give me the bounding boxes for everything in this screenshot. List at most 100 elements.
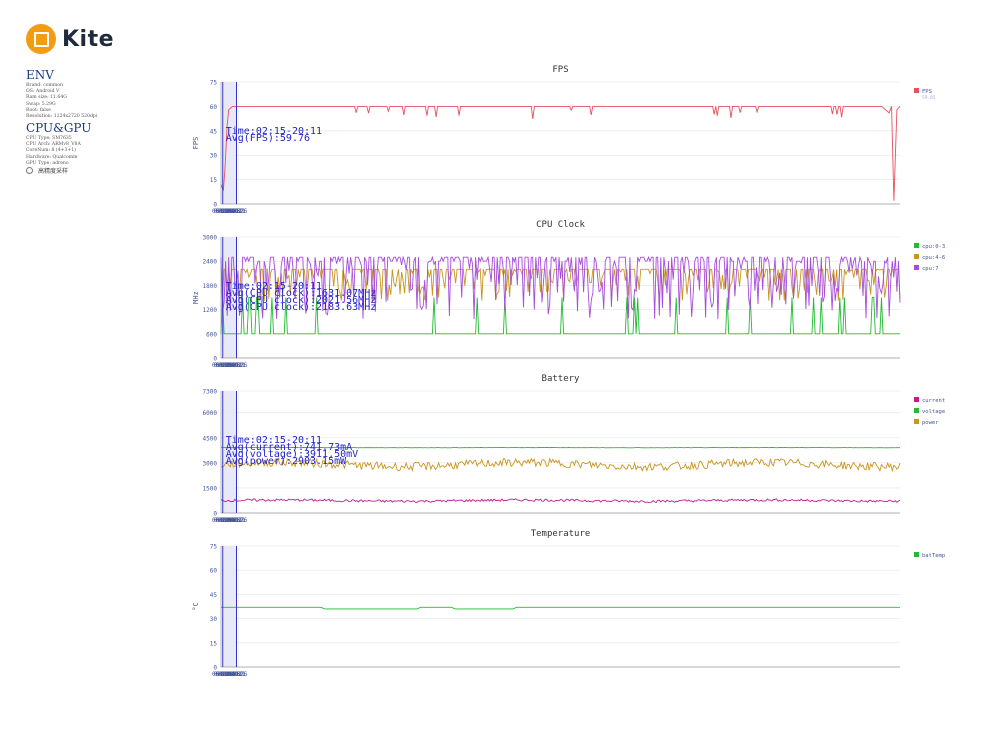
cpugpu-section: CPU&GPU CPU Type: SM7635 CPU Arch: ARMv8… xyxy=(26,121,91,167)
x-tick-label: 11:13 xyxy=(221,671,239,678)
legend-label[interactable]: voltage xyxy=(922,409,945,415)
annotation-text: Time:02:15-20:11 xyxy=(226,126,322,137)
y-tick-label: 3000 xyxy=(203,235,218,242)
x-tick-label: 06:44 xyxy=(217,362,235,369)
x-tick-label: 08:58 xyxy=(219,208,237,215)
high-precision-option[interactable]: 高精度采样 xyxy=(26,166,68,175)
legend-label[interactable]: FPS xyxy=(922,89,932,95)
env-os: OS: Android V xyxy=(26,89,60,95)
y-axis-label: °C xyxy=(192,602,200,610)
y-tick-label: 45 xyxy=(210,128,218,135)
chart-0: FPS 0 15 30 45 60 75 00:0002:1504:2906:4408:581… xyxy=(192,65,936,215)
x-tick-label: 00:00 xyxy=(212,517,230,524)
y-tick-label: 7300 xyxy=(203,389,218,396)
y-tick-label: 600 xyxy=(206,331,217,338)
y-tick-label: 45 xyxy=(210,592,218,599)
y-tick-label: 60 xyxy=(210,568,218,575)
x-tick-label: 02:15 xyxy=(214,517,232,524)
y-tick-label: 0 xyxy=(213,356,217,363)
legend-swatch[interactable] xyxy=(914,243,919,248)
legend-swatch[interactable] xyxy=(914,419,919,424)
brand-name: Kite xyxy=(62,26,115,52)
legend-label[interactable]: cpu:7 xyxy=(922,266,939,272)
x-tick-label: 13:28 xyxy=(222,671,240,678)
x-tick-label: 04:29 xyxy=(215,671,233,678)
x-tick-label: 17:57 xyxy=(226,517,244,524)
y-axis-label: FPS xyxy=(192,137,200,150)
annotation-text: Time:02:15-20:11 xyxy=(226,281,322,292)
x-tick-label: 15:42 xyxy=(224,362,242,369)
cpu-arch: CPU Arch: ARMv8_V8A xyxy=(26,142,81,148)
x-tick-label: 20:11 xyxy=(227,208,245,215)
y-tick-label: 6000 xyxy=(203,410,218,417)
y-tick-label: 0 xyxy=(213,511,217,518)
series-cpu-7 xyxy=(220,255,901,320)
x-tick-label: 22:26 xyxy=(229,671,247,678)
x-tick-label: 22:26 xyxy=(229,208,247,215)
gpu-type: GPU Type: adreno xyxy=(26,160,69,166)
x-tick-label: 15:42 xyxy=(224,517,242,524)
env-root: Root: false xyxy=(26,107,51,113)
x-tick-label: 15:42 xyxy=(224,671,242,678)
x-tick-label: 02:15 xyxy=(214,362,232,369)
x-tick-label: 02:15 xyxy=(214,671,232,678)
x-tick-label: 08:58 xyxy=(219,362,237,369)
y-axis-label: MHz xyxy=(192,291,200,304)
env-brand: Brand: common xyxy=(26,83,63,88)
x-tick-label: 06:44 xyxy=(217,671,235,678)
x-tick-label: 06:44 xyxy=(217,208,235,215)
x-tick-label: 15:42 xyxy=(224,208,242,215)
legend-swatch[interactable] xyxy=(914,408,919,413)
y-tick-label: 15 xyxy=(210,177,218,184)
legend-label[interactable]: batTemp xyxy=(922,553,945,559)
chart-1: CPU Clock 0 600 1200 1800 2400 3000 00:0002:150… xyxy=(192,220,945,369)
x-tick-label: 11:13 xyxy=(221,208,239,215)
env-swap: Swap: 5.29G xyxy=(26,101,56,107)
chart-title: Battery xyxy=(542,374,581,384)
series-fps xyxy=(220,105,901,201)
legend-label[interactable]: current xyxy=(922,398,945,404)
legend-label[interactable]: power xyxy=(922,420,939,426)
annotation-text: Avg(CPU clock):1631.07MHz xyxy=(226,288,377,299)
chart-3: Temperature 0 15 30 45 60 75 00:0002:1504:2906:… xyxy=(192,529,945,678)
env-section: ENV Brand: common OS: Android V Ram size… xyxy=(26,68,97,120)
legend-swatch[interactable] xyxy=(914,397,919,402)
chart-title: CPU Clock xyxy=(536,220,585,230)
legend-swatch[interactable] xyxy=(914,254,919,259)
x-tick-label: 00:00 xyxy=(212,362,230,369)
chart-title: Temperature xyxy=(531,529,591,539)
annotation-text: Avg(CPU clock):2183.63MHz xyxy=(226,302,377,313)
y-tick-label: 1800 xyxy=(203,283,218,290)
hardware: Hardware: Qualcomm xyxy=(26,154,78,160)
x-tick-label: 11:13 xyxy=(221,362,239,369)
y-tick-label: 0 xyxy=(213,202,217,209)
x-tick-label: 00:00 xyxy=(212,671,230,678)
annotation-text: Avg(CPU clock):2021.56MHz xyxy=(226,295,377,306)
x-tick-label: 04:29 xyxy=(215,208,233,215)
y-tick-label: 2400 xyxy=(203,259,218,266)
chart-title: FPS xyxy=(552,65,568,75)
x-tick-label: 13:28 xyxy=(222,208,240,215)
legend-swatch[interactable] xyxy=(914,552,919,557)
legend-swatch[interactable] xyxy=(914,88,919,93)
y-tick-label: 75 xyxy=(210,80,218,87)
x-tick-label: 02:15 xyxy=(214,208,232,215)
high-precision-radio[interactable] xyxy=(26,167,33,174)
legend-label[interactable]: cpu:0-3 xyxy=(922,244,945,250)
y-tick-label: 4500 xyxy=(203,435,218,442)
x-tick-label: 22:26 xyxy=(229,517,247,524)
legend-swatch[interactable] xyxy=(914,265,919,270)
env-resolution: Resolution: 1224x2720 520dpi xyxy=(26,114,98,120)
y-tick-label: 1500 xyxy=(203,485,218,492)
x-tick-label: 13:28 xyxy=(222,517,240,524)
x-tick-label: 22:26 xyxy=(229,362,247,369)
y-tick-label: 30 xyxy=(210,616,218,623)
cpugpu-title: CPU&GPU xyxy=(26,121,92,135)
y-tick-label: 75 xyxy=(210,544,218,551)
annotation-text: Time:02:15-20:11 xyxy=(226,435,322,446)
x-tick-label: 04:29 xyxy=(215,362,233,369)
y-tick-label: 30 xyxy=(210,153,218,160)
legend-label[interactable]: cpu:4-6 xyxy=(922,255,945,261)
series-cpu-0-3 xyxy=(220,297,900,335)
